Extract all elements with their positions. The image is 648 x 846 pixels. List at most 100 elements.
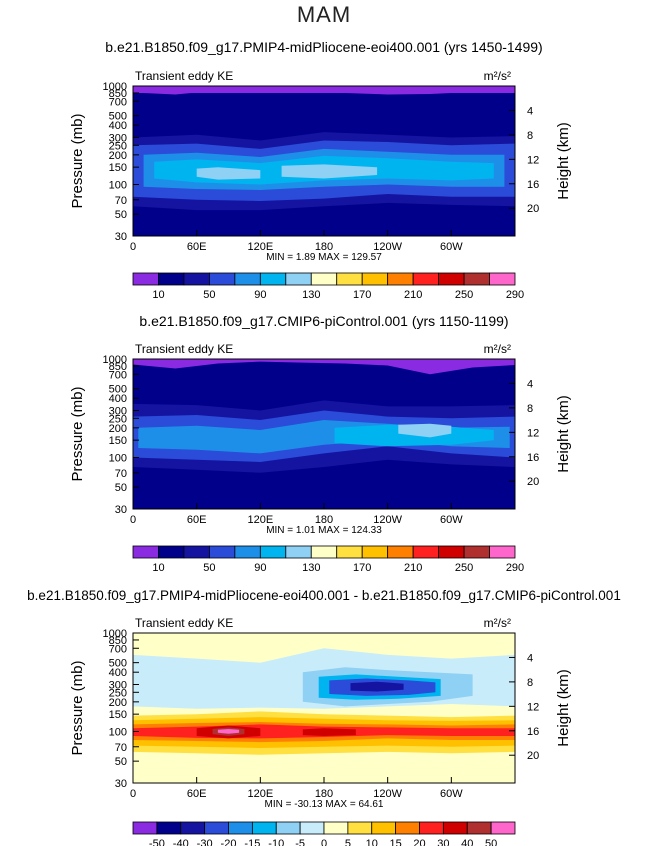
y-tick-label: 70 [115,468,127,480]
min-max-stats: MIN = 1.89 MAX = 129.57 [266,252,382,263]
y-tick-label: 50 [115,756,127,768]
y-tick-label: 400 [109,393,127,405]
chart-subtitle: Transient eddy KE [135,342,233,356]
colorbar-label: -30 [197,838,213,846]
y-tick-label: 300 [109,680,127,692]
y-tick-label: 250 [109,140,127,152]
colorbar-swatch [419,821,444,835]
y-tick-label: 100 [109,179,127,191]
colorbar-swatch [251,821,277,835]
colorbar-label: 10 [152,289,164,301]
colorbar-label: 170 [353,562,371,574]
y2-tick-label: 12 [527,154,539,166]
y2-axis-label: Height (km) [555,669,572,747]
x-tick-label: 60E [187,241,207,253]
colorbar-label: 30 [437,838,449,846]
colorbar-label: 130 [302,289,320,301]
colorbar-swatch [275,821,301,835]
y-tick-label: 100 [109,452,127,464]
chart-panel-2: b.e21.B1850.f09_g17.CMIP6-piControl.001 … [69,313,572,574]
y-tick-label: 150 [109,162,127,174]
colorbar-swatch [489,545,516,559]
y-tick-label: 850 [109,361,127,373]
y-tick-label: 1000 [103,81,127,93]
colorbar-swatch [234,545,261,559]
y-tick-label: 300 [109,406,127,418]
min-max-stats: MIN = 1.01 MAX = 124.33 [266,525,382,536]
y-tick-label: 400 [109,667,127,679]
colorbar-swatch [489,272,516,286]
y-tick-label: 1000 [103,628,127,640]
colorbar-swatch [395,821,420,835]
colorbar-label: 290 [506,289,524,301]
x-tick-label: 180 [315,241,333,253]
x-tick-label: 180 [315,514,333,526]
x-tick-label: 0 [130,788,136,800]
colorbar-swatch [361,272,389,286]
y-tick-label: 850 [109,635,127,647]
y-tick-label: 150 [109,435,127,447]
contour-region [281,164,378,179]
colorbar-swatch [234,272,261,286]
y-tick-label: 150 [109,709,127,721]
colorbar-label: 15 [390,838,402,846]
y2-axis-label: Height (km) [555,395,572,473]
colorbar-swatch [183,545,210,559]
y-tick-label: 50 [115,209,127,221]
colorbar-label: 40 [461,838,473,846]
y2-tick-label: 4 [527,652,533,664]
colorbar-swatch [208,272,236,286]
colorbar-swatch [259,272,287,286]
colorbar-swatch [180,821,206,835]
colorbar-swatch [466,821,492,835]
colorbar-label: 50 [203,562,215,574]
y-tick-label: 30 [115,778,127,790]
y-tick-label: 1000 [103,354,127,366]
contour-region [302,728,356,736]
colorbar-label: 20 [413,838,425,846]
colorbar-swatch [132,272,159,286]
colorbar-swatch [438,272,465,286]
x-tick-label: 120E [247,514,273,526]
y2-tick-label: 8 [527,130,533,142]
contour-field [133,86,515,236]
x-tick-label: 120W [373,241,402,253]
x-tick-label: 120W [373,514,402,526]
y2-tick-label: 12 [527,701,539,713]
colorbar-swatch [204,821,229,835]
y2-tick-label: 16 [527,452,539,464]
chart-panel-1: b.e21.B1850.f09_g17.PMIP4-midPliocene-eo… [69,39,572,301]
contour-region [398,423,452,438]
y2-tick-label: 20 [527,203,539,215]
colorbar-label: 170 [353,289,371,301]
x-tick-label: 60W [440,241,463,253]
chart-units: m²/s² [484,342,511,356]
colorbar-swatch [158,272,185,286]
colorbar-label: -40 [173,838,189,846]
y2-tick-label: 20 [527,750,539,762]
colorbar-swatch [412,545,439,559]
colorbar-swatch [285,272,312,286]
colorbar-label: -10 [268,838,284,846]
colorbar-swatch [228,821,253,835]
colorbar-swatch [463,545,490,559]
colorbar-swatch [438,545,465,559]
colorbar-label: -50 [149,838,165,846]
y-tick-label: 30 [115,504,127,516]
contour-region [133,86,515,95]
colorbar-label: 50 [203,289,215,301]
colorbar-label: 90 [254,289,266,301]
y-tick-label: 200 [109,150,127,162]
y-tick-label: 250 [109,413,127,425]
colorbar-label: 50 [485,838,497,846]
x-tick-label: 0 [130,514,136,526]
colorbar-label: 10 [152,562,164,574]
y-tick-label: 700 [109,643,127,655]
y-tick-label: 500 [109,658,127,670]
colorbar-label: 130 [302,562,320,574]
colorbar-label: 90 [254,562,266,574]
colorbar-label: 210 [404,289,422,301]
y-tick-label: 400 [109,120,127,132]
y2-tick-label: 4 [527,105,533,117]
